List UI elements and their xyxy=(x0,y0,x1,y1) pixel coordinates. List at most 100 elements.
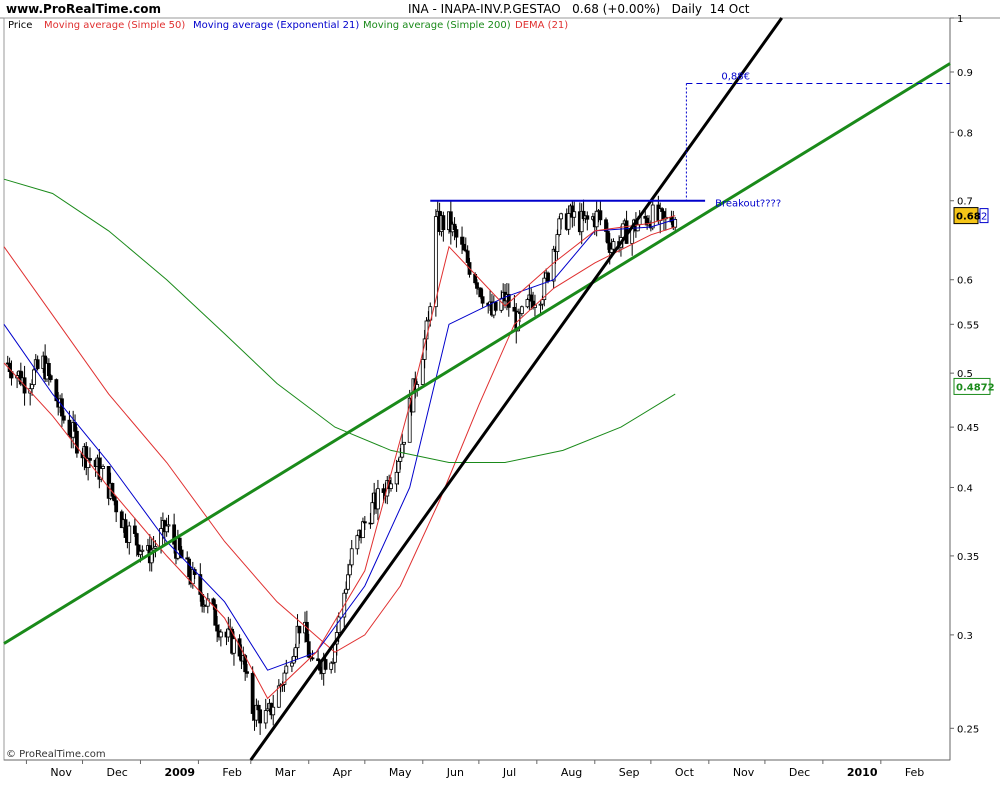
x-tick-label: Dec xyxy=(107,766,128,779)
candle-body xyxy=(396,461,401,473)
candle-body xyxy=(75,430,79,454)
sma200-badge-box xyxy=(953,377,991,395)
candle-body xyxy=(529,294,534,302)
candle-body xyxy=(346,574,350,590)
candle-body xyxy=(344,588,349,594)
candle-body xyxy=(258,709,263,724)
candle-body xyxy=(673,219,678,228)
candle-body xyxy=(284,665,289,674)
candle-body xyxy=(166,524,171,527)
candle-body xyxy=(123,519,128,538)
candle-body xyxy=(460,236,464,245)
candle-body xyxy=(362,521,367,524)
candle-body xyxy=(263,710,268,724)
candle-body xyxy=(572,211,577,218)
candle-body xyxy=(650,204,655,229)
candle-body xyxy=(620,223,625,238)
candle-body xyxy=(336,616,341,633)
candle-body xyxy=(32,369,36,386)
x-tick-label: 2010 xyxy=(847,766,878,779)
chart-header: www.ProRealTime.com INA - INAPA-INV.P.GE… xyxy=(0,0,1000,18)
candle-body xyxy=(46,363,51,377)
site-name[interactable]: www.ProRealTime.com xyxy=(6,2,161,16)
candle-body xyxy=(475,282,479,289)
y-tick-label: 0.4 xyxy=(957,483,973,494)
candle-body xyxy=(333,643,337,663)
date-label: 14 Oct xyxy=(709,2,750,16)
candle-body xyxy=(585,215,590,220)
candle-body xyxy=(132,525,137,534)
candlesticks xyxy=(5,195,678,735)
candle-body xyxy=(110,482,115,497)
legend: Price Moving average (Simple 50) Moving … xyxy=(8,20,568,31)
candle-body xyxy=(478,287,483,298)
candle-body xyxy=(159,528,163,547)
legend-ema21: Moving average (Exponential 21) xyxy=(193,20,359,31)
candle-body xyxy=(187,558,191,578)
target-label: 0,88€ xyxy=(721,71,750,82)
black-trendline xyxy=(249,17,783,761)
x-tick-label: Mar xyxy=(275,766,296,779)
candle-body xyxy=(177,537,182,551)
candle-body xyxy=(112,495,117,502)
candle-body xyxy=(232,638,236,654)
y-tick-label: 0.55 xyxy=(957,320,979,331)
candle-body xyxy=(660,208,664,212)
candle-body xyxy=(48,375,53,380)
candle-body xyxy=(493,301,498,311)
candle-body xyxy=(546,272,550,282)
x-tick-label: Oct xyxy=(675,766,695,779)
candle-body xyxy=(329,662,334,670)
candle-body xyxy=(310,657,315,660)
candle-body xyxy=(114,500,119,513)
candle-body xyxy=(355,535,360,550)
quote-label: 0.68 (+0.00%) xyxy=(572,2,661,16)
y-tick-label: 0.7 xyxy=(957,197,973,208)
price-badge-box xyxy=(953,207,979,225)
candle-body xyxy=(153,546,158,549)
symbol-label: INA - INAPA-INV.P.GESTAO xyxy=(408,2,561,16)
candle-body xyxy=(205,598,210,607)
candle-body xyxy=(454,229,459,238)
candle-body xyxy=(61,415,66,421)
x-tick-label: Dec xyxy=(789,766,810,779)
x-tick-label: Jul xyxy=(502,766,516,779)
watermark: © ProRealTime.com xyxy=(6,749,106,760)
candle-body xyxy=(394,471,399,485)
candle-body xyxy=(398,456,403,462)
sma200-badge: 0.4872 xyxy=(953,377,995,395)
y-tick-label: 0.25 xyxy=(957,724,979,735)
candle-body xyxy=(400,443,405,458)
series-line xyxy=(3,215,676,700)
y-tick-label: 0.8 xyxy=(957,128,973,139)
legend-dema: DEMA (21) xyxy=(515,20,568,31)
candle-body xyxy=(519,306,524,314)
series-line xyxy=(3,218,676,671)
x-tick-label: Jun xyxy=(446,766,464,779)
breakout-label: Breakout???? xyxy=(715,199,781,210)
candle-body xyxy=(349,548,354,566)
price-badge: 0.68 2 xyxy=(953,207,989,225)
price-badge-overflow-box xyxy=(979,208,989,224)
y-tick-label: 0.35 xyxy=(957,552,979,563)
candle-body xyxy=(462,243,466,251)
candle-body xyxy=(164,525,169,533)
y-tick-label: 0.45 xyxy=(957,423,979,434)
candle-body xyxy=(35,359,40,369)
candle-body xyxy=(555,234,560,253)
legend-sma200: Moving average (Simple 200) xyxy=(363,20,511,31)
annotations: 0,88€ Breakout???? xyxy=(430,71,950,210)
candle-body xyxy=(211,598,216,606)
candle-body xyxy=(557,218,562,235)
legend-sma50: Moving average (Simple 50) xyxy=(44,20,185,31)
candle-body xyxy=(271,706,276,716)
candle-body xyxy=(140,549,145,552)
candle-body xyxy=(525,299,530,308)
candle-body xyxy=(361,521,365,539)
candle-body xyxy=(179,549,184,559)
candle-body xyxy=(381,488,386,493)
candle-body xyxy=(215,624,220,632)
y-tick-label: 1 xyxy=(957,14,963,25)
y-tick-label: 0.3 xyxy=(957,631,973,642)
